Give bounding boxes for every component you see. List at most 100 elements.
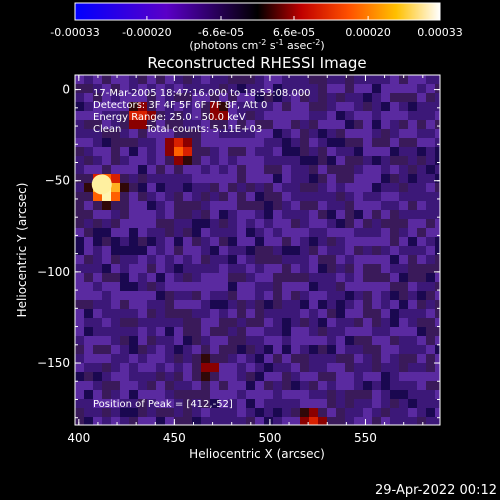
image-pixel (228, 399, 237, 408)
image-pixel (165, 129, 174, 138)
image-pixel (255, 129, 264, 138)
image-pixel (345, 165, 354, 174)
image-pixel (138, 165, 147, 174)
image-pixel (246, 300, 255, 309)
image-pixel (282, 129, 291, 138)
image-pixel (102, 336, 111, 345)
image-pixel (291, 336, 300, 345)
image-pixel (417, 147, 426, 156)
image-pixel (138, 102, 147, 111)
image-pixel (426, 75, 435, 84)
image-pixel (345, 219, 354, 228)
image-pixel (426, 372, 435, 381)
image-pixel (174, 147, 183, 156)
image-pixel (408, 129, 417, 138)
image-pixel (318, 390, 327, 399)
image-pixel (408, 327, 417, 336)
image-pixel (75, 228, 84, 237)
image-pixel (399, 255, 408, 264)
image-pixel (318, 219, 327, 228)
image-pixel (309, 372, 318, 381)
image-pixel (363, 327, 372, 336)
image-pixel (237, 372, 246, 381)
image-pixel (300, 354, 309, 363)
image-pixel (129, 309, 138, 318)
image-pixel (273, 318, 282, 327)
image-pixel (183, 273, 192, 282)
image-pixel (138, 192, 147, 201)
image-pixel (84, 372, 93, 381)
image-pixel (201, 75, 210, 84)
image-pixel (435, 165, 440, 174)
image-pixel (174, 408, 183, 417)
image-pixel (327, 75, 336, 84)
image-pixel (309, 264, 318, 273)
image-pixel (282, 336, 291, 345)
image-pixel (417, 417, 426, 425)
image-pixel (390, 201, 399, 210)
image-pixel (273, 282, 282, 291)
image-pixel (147, 381, 156, 390)
image-pixel (336, 201, 345, 210)
image-pixel (192, 381, 201, 390)
image-pixel (390, 354, 399, 363)
image-pixel (345, 147, 354, 156)
image-pixel (201, 129, 210, 138)
image-pixel (381, 192, 390, 201)
image-pixel (417, 120, 426, 129)
image-pixel (75, 246, 84, 255)
image-pixel (345, 408, 354, 417)
image-pixel (354, 147, 363, 156)
image-pixel (390, 228, 399, 237)
image-pixel (318, 417, 327, 425)
image-pixel (300, 282, 309, 291)
image-pixel (165, 228, 174, 237)
image-pixel (111, 381, 120, 390)
image-pixel (336, 345, 345, 354)
image-pixel (255, 318, 264, 327)
image-pixel (201, 345, 210, 354)
image-pixel (417, 192, 426, 201)
image-pixel (174, 381, 183, 390)
image-pixel (336, 381, 345, 390)
image-pixel (417, 210, 426, 219)
image-pixel (354, 111, 363, 120)
image-pixel (111, 201, 120, 210)
image-pixel (354, 219, 363, 228)
image-pixel (336, 84, 345, 93)
image-pixel (138, 84, 147, 93)
image-pixel (300, 390, 309, 399)
image-pixel (228, 246, 237, 255)
image-pixel (318, 300, 327, 309)
image-pixel (336, 210, 345, 219)
image-pixel (138, 327, 147, 336)
image-pixel (327, 273, 336, 282)
image-pixel (246, 399, 255, 408)
image-pixel (192, 102, 201, 111)
image-pixel (147, 120, 156, 129)
image-pixel (237, 390, 246, 399)
image-pixel (183, 219, 192, 228)
image-pixel (345, 327, 354, 336)
image-pixel (138, 336, 147, 345)
image-pixel (147, 273, 156, 282)
image-pixel (282, 408, 291, 417)
info-energy-range: Energy Range: 25.0 - 50.0 keV (93, 112, 246, 123)
image-pixel (228, 300, 237, 309)
image-pixel (156, 192, 165, 201)
image-pixel (345, 75, 354, 84)
image-pixel (354, 237, 363, 246)
image-pixel (138, 219, 147, 228)
image-pixel (138, 93, 147, 102)
image-pixel (372, 363, 381, 372)
image-pixel (435, 147, 440, 156)
image-pixel (246, 372, 255, 381)
image-pixel (192, 210, 201, 219)
image-pixel (291, 309, 300, 318)
image-pixel (354, 354, 363, 363)
image-pixel (354, 363, 363, 372)
image-pixel (192, 273, 201, 282)
image-pixel (75, 75, 84, 84)
image-pixel (138, 399, 147, 408)
image-pixel (228, 201, 237, 210)
